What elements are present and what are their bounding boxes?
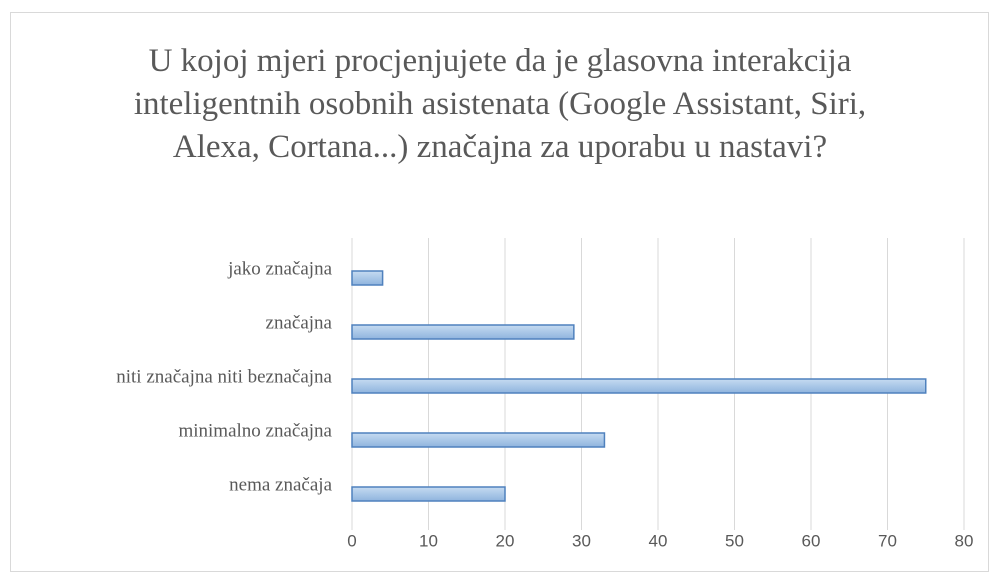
x-tick-label: 30 xyxy=(572,531,591,550)
x-tick-label: 80 xyxy=(955,531,974,550)
chart-title: U kojoj mjeri procjenjujete da je glasov… xyxy=(133,43,867,165)
x-tick-label: 40 xyxy=(649,531,668,550)
bar xyxy=(351,270,384,286)
bar xyxy=(351,432,606,448)
y-tick-label: jako značajna xyxy=(227,258,332,279)
x-tick-label: 0 xyxy=(347,531,356,550)
bar xyxy=(351,378,927,394)
bar xyxy=(351,324,575,340)
y-tick-label: minimalno značajna xyxy=(178,420,332,441)
y-tick-label: niti značajna niti beznačajna xyxy=(116,366,332,387)
x-tick-label: 60 xyxy=(802,531,821,550)
bar xyxy=(351,486,506,502)
x-tick-label: 50 xyxy=(725,531,744,550)
y-tick-label: nema značaja xyxy=(229,474,332,495)
x-tick-label: 10 xyxy=(419,531,438,550)
x-tick-label: 70 xyxy=(878,531,897,550)
x-tick-label: 20 xyxy=(496,531,515,550)
y-tick-label: značajna xyxy=(266,312,333,333)
